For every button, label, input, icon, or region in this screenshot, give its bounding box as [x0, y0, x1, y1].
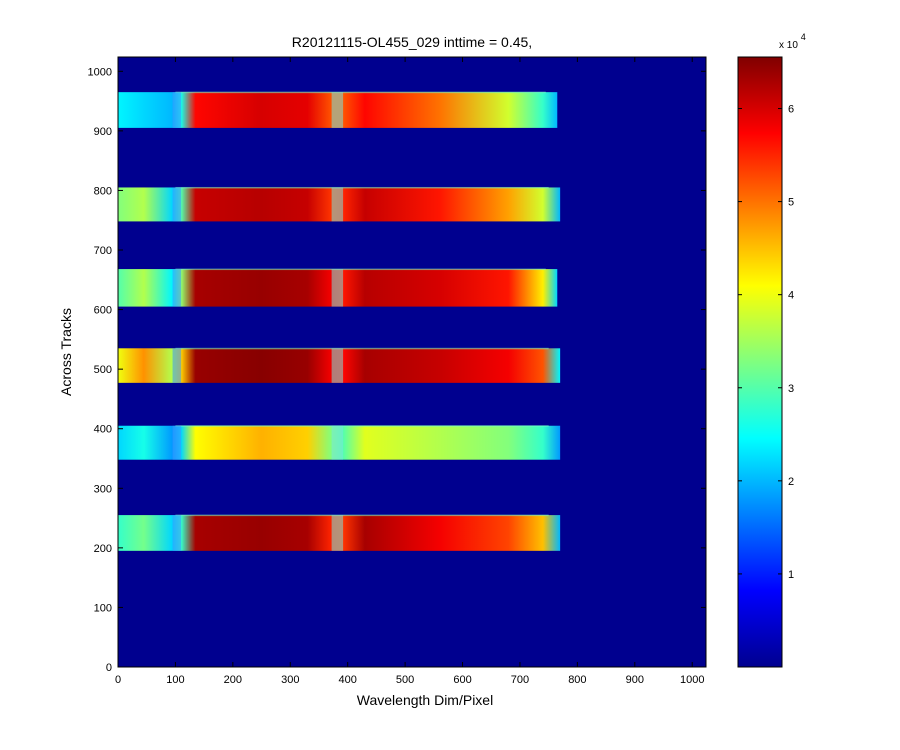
colorbar-gradient [738, 57, 782, 667]
colorbar-tick-label: 4 [788, 290, 794, 302]
plot-frame [117, 56, 707, 668]
x-tick-label: 300 [281, 674, 299, 686]
x-tick-label: 100 [166, 674, 184, 686]
x-tick-label: 600 [453, 674, 471, 686]
y-tick-label: 900 [94, 126, 112, 138]
colorbar: 1 2 3 4 5 6 x 10 4 [737, 32, 806, 668]
band-5-gap [331, 425, 344, 460]
colorbar-tick-label: 2 [788, 476, 794, 488]
colorbar-tick-label: 3 [788, 383, 794, 395]
y-tick-label: 800 [94, 185, 112, 197]
band-5-gap [172, 425, 182, 460]
heatmap-bands [118, 91, 561, 551]
band-3 [118, 268, 558, 307]
y-axis-label: Across Tracks [58, 308, 74, 396]
y-tick-label: 1000 [88, 66, 112, 78]
y-tick-label: 0 [106, 662, 112, 674]
band-2 [118, 186, 561, 222]
band-2-edge [175, 186, 549, 189]
y-tick-label: 600 [94, 305, 112, 317]
band-4-gap [331, 348, 344, 383]
band-6-edge [175, 514, 549, 517]
x-tick-label: 0 [115, 674, 121, 686]
y-tick-label: 500 [94, 364, 112, 376]
x-tick-label: 400 [339, 674, 357, 686]
band-4-gap [172, 348, 182, 383]
band-1-edge [175, 91, 546, 94]
colorbar-ticks: 1 2 3 4 5 6 [738, 104, 794, 581]
band-6 [118, 514, 561, 551]
x-axis: 0 100 200 300 400 500 600 700 800 900 1000 [115, 57, 704, 686]
x-tick-label: 800 [568, 674, 586, 686]
band-5 [118, 425, 561, 460]
y-tick-label: 400 [94, 424, 112, 436]
y-tick-label: 300 [94, 483, 112, 495]
band-1 [118, 91, 558, 128]
colorbar-frame [737, 56, 783, 668]
band-1-gap [172, 92, 182, 128]
colorbar-tick-label: 5 [788, 197, 794, 209]
band-6-gap [172, 515, 182, 551]
y-axis: 0 100 200 300 400 500 600 700 800 900 1000 [88, 66, 706, 674]
colorbar-tick-label: 1 [788, 569, 794, 581]
band-1-gap [331, 92, 344, 128]
x-axis-label: Wavelength Dim/Pixel [357, 692, 493, 708]
chart-title: R20121115-OL455_029 inttime = 0.45, [292, 34, 532, 50]
colorbar-exponent-base: x 10 [779, 40, 798, 51]
x-tick-label: 1000 [680, 674, 704, 686]
colorbar-exponent-power: 4 [801, 32, 806, 42]
band-2-gap [172, 187, 182, 222]
x-tick-label: 900 [626, 674, 644, 686]
y-tick-label: 700 [94, 245, 112, 257]
y-tick-label: 100 [94, 602, 112, 614]
band-3-gap [172, 269, 182, 307]
y-tick-label: 200 [94, 543, 112, 555]
band-4-edge [175, 347, 549, 350]
band-2-gap [331, 187, 344, 222]
x-tick-label: 700 [511, 674, 529, 686]
band-4 [118, 347, 561, 383]
x-tick-label: 200 [224, 674, 242, 686]
band-6-gap [331, 515, 344, 551]
colorbar-tick-label: 6 [788, 104, 794, 116]
x-tick-label: 500 [396, 674, 414, 686]
band-3-edge [175, 268, 546, 271]
band-3-gap [331, 269, 344, 307]
colorbar-exponent-label: x 10 4 [779, 32, 806, 51]
band-5-edge [175, 425, 549, 427]
